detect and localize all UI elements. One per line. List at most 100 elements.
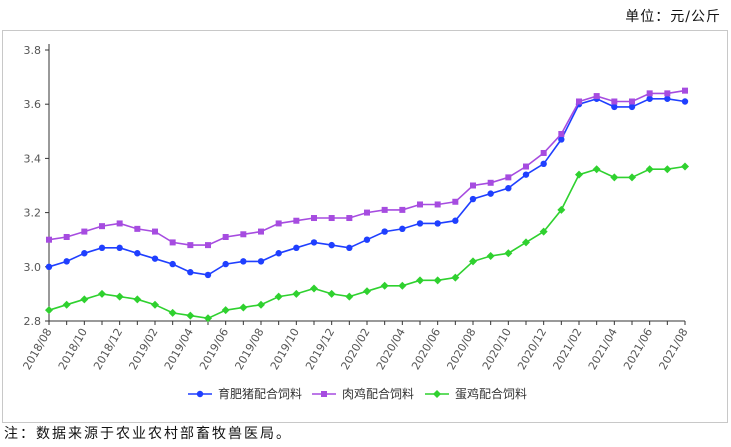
x-tick-label: 2021/02 [550,326,584,372]
data-point [346,215,353,222]
data-point [611,98,618,105]
data-point [134,250,141,257]
source-note: 注：数据来源于农业农村部畜牧兽医局。 [4,426,292,442]
data-point [310,284,318,293]
data-point [398,281,407,290]
data-point [116,244,123,252]
data-point [293,244,300,252]
chart-panel [2,30,728,423]
legend-label: 育肥猪配合饲料 [218,386,302,401]
data-point [664,90,671,97]
data-point [151,300,159,309]
data-point [664,95,671,102]
legend-marker [433,390,441,398]
x-tick-label: 2021/04 [586,326,620,372]
data-point [45,306,53,315]
data-point [417,201,423,208]
data-point [593,93,600,100]
data-point [115,292,124,301]
data-point [663,165,672,174]
data-point [186,311,195,320]
data-point [328,215,335,222]
data-point [134,225,141,232]
data-point [346,244,353,252]
data-point [522,171,530,178]
data-point [381,206,388,213]
data-point [645,165,654,174]
x-tick-label: 2019/06 [197,326,231,372]
unit-label: 单位：元/公斤 [625,9,721,25]
y-tick-label: 3.6 [24,98,42,111]
data-point [46,236,52,243]
data-point [576,98,582,105]
data-point [257,300,265,309]
data-point [204,271,212,279]
data-point [487,179,494,186]
series-line [48,89,686,246]
data-point [558,131,565,138]
data-point [168,308,177,317]
legend-item-2: 肉鸡配合饲料 [312,386,414,401]
data-point [345,292,354,301]
x-tick-label: 2020/12 [515,326,549,372]
data-point [169,239,176,246]
data-point [81,228,88,235]
data-point [469,195,477,203]
x-tick-label: 2018/10 [56,326,90,372]
x-tick-label: 2020/02 [338,326,372,372]
data-point [433,276,442,285]
data-point [504,249,513,258]
legend-label: 蛋鸡配合饲料 [455,386,527,401]
x-tick-label: 2019/08 [232,326,266,372]
legend-item-3: 蛋鸡配合饲料 [425,386,527,401]
data-point [63,258,70,265]
data-point [311,215,317,222]
data-point [205,242,211,249]
x-tick-label: 2018/12 [91,326,125,372]
data-point [258,228,264,235]
data-point [505,185,512,192]
data-point [222,260,229,268]
data-point [275,250,282,257]
data-point [682,87,688,94]
data-point [628,173,636,182]
data-point [522,238,530,247]
legend-marker [321,391,327,397]
data-point [151,255,159,262]
data-point [486,251,495,260]
data-point [452,198,459,205]
data-point [239,303,248,312]
data-point [116,220,123,227]
series-3 [45,162,689,323]
data-point [257,258,265,265]
x-tick-label: 2020/06 [409,326,443,372]
y-tick-label: 3.8 [24,44,42,57]
data-point [681,162,689,171]
data-point [399,225,406,233]
data-point [557,205,566,214]
data-point [681,98,689,105]
data-point [610,173,619,182]
data-point [327,289,336,298]
data-point [611,103,618,111]
x-tick-label: 2019/02 [126,326,160,372]
data-point [292,289,301,298]
legend-label: 肉鸡配合饲料 [342,386,414,401]
data-point [364,209,370,216]
data-point [169,260,176,268]
x-tick-label: 2019/04 [162,326,196,372]
x-tick-label: 2019/12 [303,326,337,372]
data-point [434,201,441,208]
data-point [222,233,229,240]
data-point [592,165,601,174]
x-tick-label: 2020/04 [374,326,408,372]
data-point [98,289,106,298]
data-point [452,217,459,224]
data-point [629,98,635,105]
data-point [416,276,424,285]
data-point [204,314,212,323]
data-point [646,90,653,97]
x-tick-label: 2021/08 [656,326,690,372]
data-point [646,95,653,102]
